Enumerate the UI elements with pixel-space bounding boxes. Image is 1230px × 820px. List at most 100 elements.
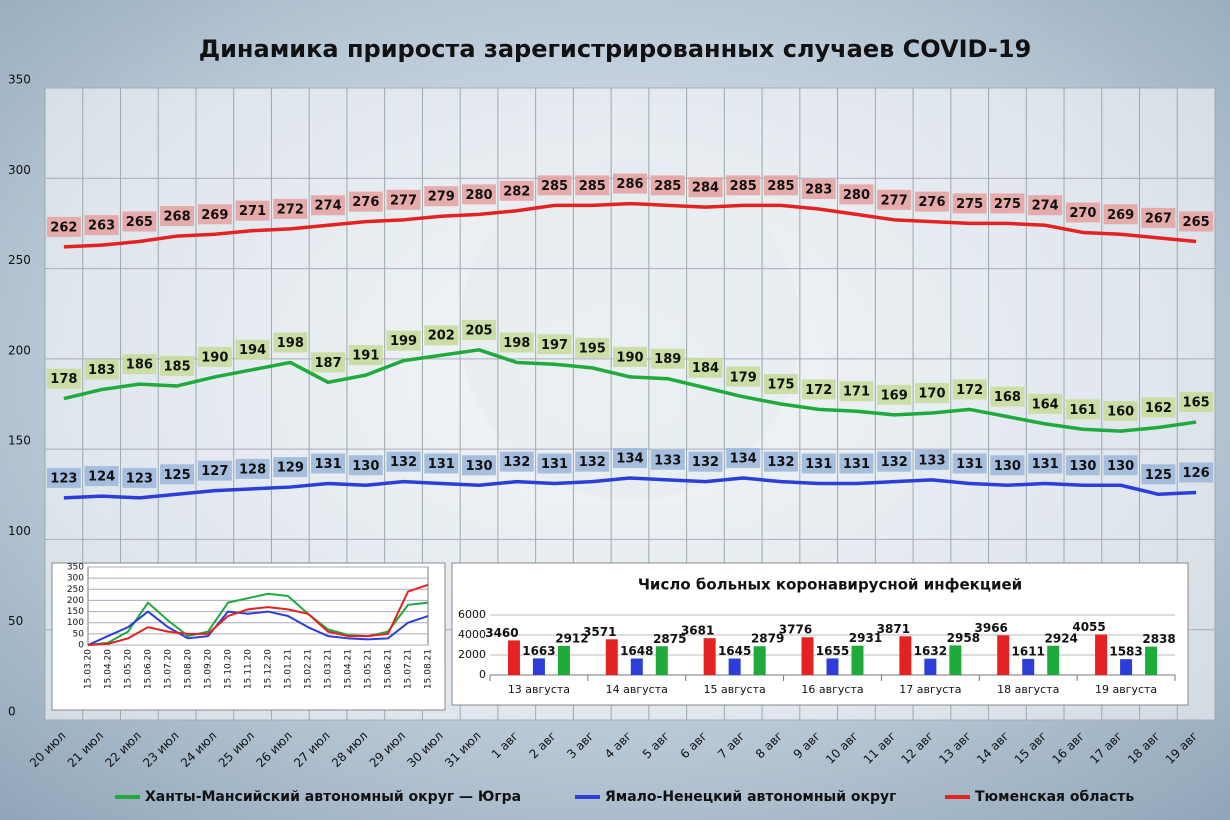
data-label: 131 [428,457,455,472]
data-label-box [726,366,761,387]
data-label: 132 [767,455,794,470]
data-label: 285 [767,179,794,194]
data-label: 285 [579,179,606,194]
data-label-box [160,464,195,485]
legend-label: Ханты-Мансийский автономный округ — Югра [145,789,521,805]
data-label: 132 [692,455,719,470]
data-label-box [84,215,119,236]
legend-label: Ямало-Ненецкий автономный округ [605,789,896,805]
data-label: 1663 [522,644,555,658]
data-label: 284 [692,181,719,196]
data-label: 2838 [1142,632,1175,646]
x-tick-label: 15.04.20 [104,649,114,689]
data-label-box [1103,401,1138,422]
data-label: 168 [994,390,1021,405]
bar-title: Число больных коронавирусной инфекцией [638,576,1022,594]
data-label-box [462,184,497,205]
data-label: 184 [692,361,719,376]
data-label-box [235,339,270,360]
y-tick-label: 250 [67,585,84,595]
data-label: 276 [918,195,945,210]
data-label-box [197,460,232,481]
data-label: 187 [314,356,341,371]
bar [1022,658,1035,675]
x-tick-label: 16 августа [801,683,863,696]
data-label: 130 [465,459,492,474]
data-label: 124 [88,470,115,485]
bar [801,637,814,675]
x-tick-label: 15.07.20 [164,649,174,689]
data-label-box [537,175,572,196]
data-label: 126 [1183,466,1210,481]
x-tick-label: 15.04.21 [344,649,354,689]
x-tick-label: 15.11.20 [244,649,254,689]
y-tick-label: 0 [78,641,84,651]
data-label-box [462,455,497,476]
y-tick-label: 50 [73,629,85,639]
data-label: 165 [1183,396,1210,411]
data-label: 132 [579,455,606,470]
data-label-box [839,453,874,474]
data-label: 162 [1145,401,1172,416]
x-tick-label: 17 августа [899,683,961,696]
data-label-box [273,457,308,478]
y-tick-label: 100 [67,618,84,628]
data-label: 275 [994,197,1021,212]
data-label: 133 [918,453,945,468]
bar [655,646,668,675]
data-label: 194 [239,343,266,358]
x-tick-label: 15.09.20 [204,649,214,689]
data-label-box [386,189,421,210]
data-label-box [386,330,421,351]
data-label: 130 [1107,459,1134,474]
data-label-box [46,467,81,488]
data-label: 125 [164,468,191,483]
data-label-box [499,451,534,472]
data-label: 132 [390,455,417,470]
series-line [87,610,429,646]
y-tick-label: 0 [479,668,486,681]
data-label: 131 [805,457,832,472]
data-label: 169 [881,388,908,403]
y-tick-label: 2000 [458,648,486,661]
data-label-box [726,448,761,469]
data-label-box [273,198,308,219]
data-label: 276 [352,195,379,210]
data-label: 2875 [653,632,686,646]
y-tick-label: 350 [67,563,84,573]
data-label-box [46,368,81,389]
bar [1120,659,1133,675]
data-label: 131 [843,457,870,472]
data-label-box [424,186,459,207]
data-label: 170 [918,387,945,402]
data-label: 172 [956,383,983,398]
bar-panel [451,562,1189,706]
x-tick-label: 15 августа [704,683,766,696]
bar [899,636,912,675]
data-label: 265 [1183,215,1210,230]
data-label-box [348,345,383,366]
x-tick-label: 14 августа [606,683,668,696]
data-label: 175 [767,378,794,393]
x-tick-label: 15.06.21 [384,649,394,689]
data-label: 205 [465,323,492,338]
data-label: 285 [654,179,681,194]
data-label-box [1141,397,1176,418]
data-label: 1583 [1109,645,1142,659]
data-label: 127 [201,464,228,479]
data-label-box [311,453,346,474]
data-label: 286 [616,177,643,192]
data-label: 160 [1107,405,1134,420]
data-label: 277 [881,193,908,208]
data-label-box [197,204,232,225]
y-tick-label: 50 [8,614,23,628]
data-label: 2924 [1045,631,1078,645]
data-label-box [122,354,157,375]
data-label: 2879 [751,632,784,646]
data-label: 267 [1145,211,1172,226]
data-label: 178 [50,372,77,387]
data-label: 199 [390,334,417,349]
x-tick-label: 15.07.21 [404,649,414,689]
data-label-box [575,175,610,196]
data-label: 125 [1145,468,1172,483]
